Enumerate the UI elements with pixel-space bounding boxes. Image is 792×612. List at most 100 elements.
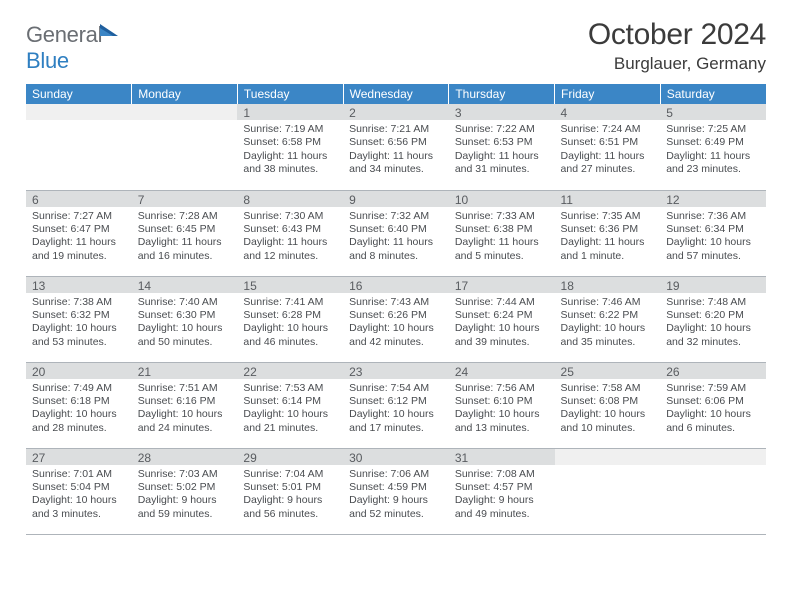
cell-body: Sunrise: 7:51 AMSunset: 6:16 PMDaylight:… — [132, 379, 238, 436]
calendar-cell — [132, 104, 238, 190]
day-number: 10 — [449, 191, 555, 207]
cell-body: Sunrise: 7:33 AMSunset: 6:38 PMDaylight:… — [449, 207, 555, 264]
cell-body: Sunrise: 7:38 AMSunset: 6:32 PMDaylight:… — [26, 293, 132, 350]
sunrise-text: Sunrise: 7:32 AM — [349, 210, 443, 223]
day-number: 31 — [449, 449, 555, 465]
sunset-text: Sunset: 5:02 PM — [138, 481, 232, 494]
day-number: 8 — [237, 191, 343, 207]
sunrise-text: Sunrise: 7:21 AM — [349, 123, 443, 136]
weekday-header-row: SundayMondayTuesdayWednesdayThursdayFrid… — [26, 84, 766, 104]
sunrise-text: Sunrise: 7:19 AM — [243, 123, 337, 136]
daylight-text: Daylight: 10 hours and 42 minutes. — [349, 322, 443, 349]
calendar-cell: 11Sunrise: 7:35 AMSunset: 6:36 PMDayligh… — [555, 190, 661, 276]
sunrise-text: Sunrise: 7:03 AM — [138, 468, 232, 481]
day-number: 24 — [449, 363, 555, 379]
cell-body: Sunrise: 7:46 AMSunset: 6:22 PMDaylight:… — [555, 293, 661, 350]
day-number: 28 — [132, 449, 238, 465]
calendar-cell: 12Sunrise: 7:36 AMSunset: 6:34 PMDayligh… — [660, 190, 766, 276]
location: Burglauer, Germany — [588, 54, 766, 74]
sunset-text: Sunset: 6:56 PM — [349, 136, 443, 149]
sunset-text: Sunset: 6:38 PM — [455, 223, 549, 236]
daylight-text: Daylight: 10 hours and 24 minutes. — [138, 408, 232, 435]
sunrise-text: Sunrise: 7:33 AM — [455, 210, 549, 223]
sunset-text: Sunset: 6:18 PM — [32, 395, 126, 408]
calendar-table: SundayMondayTuesdayWednesdayThursdayFrid… — [26, 84, 766, 535]
cell-body: Sunrise: 7:32 AMSunset: 6:40 PMDaylight:… — [343, 207, 449, 264]
cell-body: Sunrise: 7:41 AMSunset: 6:28 PMDaylight:… — [237, 293, 343, 350]
cell-body: Sunrise: 7:40 AMSunset: 6:30 PMDaylight:… — [132, 293, 238, 350]
calendar-cell: 18Sunrise: 7:46 AMSunset: 6:22 PMDayligh… — [555, 276, 661, 362]
cell-body: Sunrise: 7:27 AMSunset: 6:47 PMDaylight:… — [26, 207, 132, 264]
logo: General Blue — [26, 22, 120, 74]
cell-body: Sunrise: 7:53 AMSunset: 6:14 PMDaylight:… — [237, 379, 343, 436]
daylight-text: Daylight: 10 hours and 39 minutes. — [455, 322, 549, 349]
day-number: 15 — [237, 277, 343, 293]
cell-body: Sunrise: 7:59 AMSunset: 6:06 PMDaylight:… — [660, 379, 766, 436]
weekday-header: Thursday — [449, 84, 555, 104]
cell-body: Sunrise: 7:01 AMSunset: 5:04 PMDaylight:… — [26, 465, 132, 522]
daylight-text: Daylight: 10 hours and 13 minutes. — [455, 408, 549, 435]
day-number: 11 — [555, 191, 661, 207]
sunset-text: Sunset: 6:22 PM — [561, 309, 655, 322]
weekday-header: Friday — [555, 84, 661, 104]
sunset-text: Sunset: 6:47 PM — [32, 223, 126, 236]
sunset-text: Sunset: 6:34 PM — [666, 223, 760, 236]
day-number: 7 — [132, 191, 238, 207]
day-number — [132, 104, 238, 120]
daylight-text: Daylight: 11 hours and 27 minutes. — [561, 150, 655, 177]
sunrise-text: Sunrise: 7:54 AM — [349, 382, 443, 395]
daylight-text: Daylight: 9 hours and 52 minutes. — [349, 494, 443, 521]
day-number: 9 — [343, 191, 449, 207]
sunrise-text: Sunrise: 7:58 AM — [561, 382, 655, 395]
sunrise-text: Sunrise: 7:38 AM — [32, 296, 126, 309]
calendar-row: 27Sunrise: 7:01 AMSunset: 5:04 PMDayligh… — [26, 448, 766, 534]
daylight-text: Daylight: 10 hours and 3 minutes. — [32, 494, 126, 521]
sunset-text: Sunset: 6:20 PM — [666, 309, 760, 322]
calendar-cell: 21Sunrise: 7:51 AMSunset: 6:16 PMDayligh… — [132, 362, 238, 448]
daylight-text: Daylight: 10 hours and 32 minutes. — [666, 322, 760, 349]
weekday-header: Wednesday — [343, 84, 449, 104]
day-number — [660, 449, 766, 465]
month-title: October 2024 — [588, 18, 766, 52]
daylight-text: Daylight: 10 hours and 28 minutes. — [32, 408, 126, 435]
cell-body: Sunrise: 7:03 AMSunset: 5:02 PMDaylight:… — [132, 465, 238, 522]
sunrise-text: Sunrise: 7:27 AM — [32, 210, 126, 223]
calendar-row: 6Sunrise: 7:27 AMSunset: 6:47 PMDaylight… — [26, 190, 766, 276]
calendar-cell: 27Sunrise: 7:01 AMSunset: 5:04 PMDayligh… — [26, 448, 132, 534]
calendar-cell: 16Sunrise: 7:43 AMSunset: 6:26 PMDayligh… — [343, 276, 449, 362]
calendar-cell: 23Sunrise: 7:54 AMSunset: 6:12 PMDayligh… — [343, 362, 449, 448]
day-number: 13 — [26, 277, 132, 293]
sunset-text: Sunset: 6:10 PM — [455, 395, 549, 408]
cell-body: Sunrise: 7:58 AMSunset: 6:08 PMDaylight:… — [555, 379, 661, 436]
day-number: 17 — [449, 277, 555, 293]
daylight-text: Daylight: 9 hours and 49 minutes. — [455, 494, 549, 521]
sunset-text: Sunset: 6:36 PM — [561, 223, 655, 236]
sunrise-text: Sunrise: 7:04 AM — [243, 468, 337, 481]
calendar-cell: 20Sunrise: 7:49 AMSunset: 6:18 PMDayligh… — [26, 362, 132, 448]
logo-text-general: General — [26, 22, 102, 47]
day-number: 27 — [26, 449, 132, 465]
sunrise-text: Sunrise: 7:48 AM — [666, 296, 760, 309]
cell-body: Sunrise: 7:24 AMSunset: 6:51 PMDaylight:… — [555, 120, 661, 177]
title-block: October 2024 Burglauer, Germany — [588, 18, 766, 74]
calendar-row: 1Sunrise: 7:19 AMSunset: 6:58 PMDaylight… — [26, 104, 766, 190]
sunset-text: Sunset: 5:04 PM — [32, 481, 126, 494]
calendar-cell: 13Sunrise: 7:38 AMSunset: 6:32 PMDayligh… — [26, 276, 132, 362]
calendar-cell: 8Sunrise: 7:30 AMSunset: 6:43 PMDaylight… — [237, 190, 343, 276]
day-number: 30 — [343, 449, 449, 465]
calendar-cell: 22Sunrise: 7:53 AMSunset: 6:14 PMDayligh… — [237, 362, 343, 448]
weekday-header: Tuesday — [237, 84, 343, 104]
day-number: 22 — [237, 363, 343, 379]
cell-body: Sunrise: 7:36 AMSunset: 6:34 PMDaylight:… — [660, 207, 766, 264]
header: General Blue October 2024 Burglauer, Ger… — [26, 18, 766, 74]
daylight-text: Daylight: 11 hours and 1 minute. — [561, 236, 655, 263]
cell-body: Sunrise: 7:22 AMSunset: 6:53 PMDaylight:… — [449, 120, 555, 177]
sunset-text: Sunset: 6:51 PM — [561, 136, 655, 149]
calendar-cell: 25Sunrise: 7:58 AMSunset: 6:08 PMDayligh… — [555, 362, 661, 448]
calendar-cell: 26Sunrise: 7:59 AMSunset: 6:06 PMDayligh… — [660, 362, 766, 448]
calendar-cell: 24Sunrise: 7:56 AMSunset: 6:10 PMDayligh… — [449, 362, 555, 448]
sunset-text: Sunset: 4:57 PM — [455, 481, 549, 494]
daylight-text: Daylight: 10 hours and 35 minutes. — [561, 322, 655, 349]
calendar-cell: 28Sunrise: 7:03 AMSunset: 5:02 PMDayligh… — [132, 448, 238, 534]
day-number: 6 — [26, 191, 132, 207]
